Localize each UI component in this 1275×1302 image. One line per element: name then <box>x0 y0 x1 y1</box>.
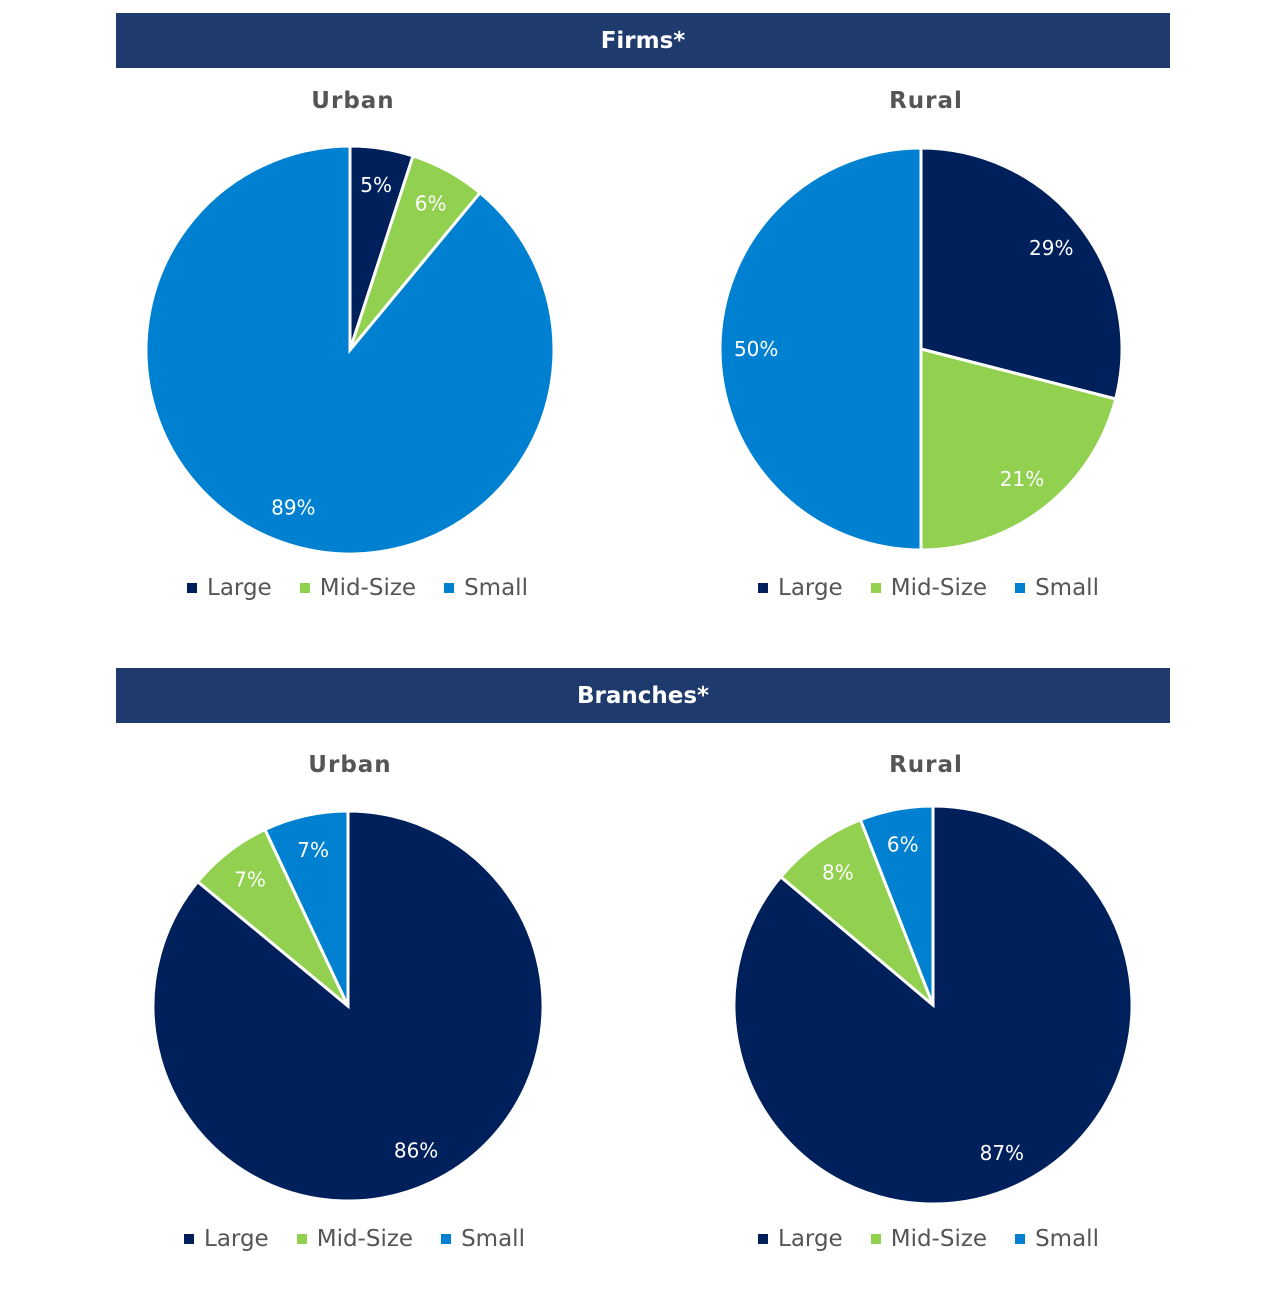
legend-swatch <box>187 583 197 593</box>
pie-slice-large <box>732 804 1134 1206</box>
legend: Large Mid-Size Small <box>184 1226 525 1252</box>
legend: Large Mid-Size Small <box>187 575 528 601</box>
pie-slice-small <box>262 809 350 1007</box>
data-label: 8% <box>822 860 854 884</box>
legend: Large Mid-Size Small <box>758 575 1099 601</box>
legend-label: Small <box>1035 1226 1099 1252</box>
chart-title: Rural <box>889 88 963 114</box>
legend-swatch <box>758 583 768 593</box>
legend-swatch <box>758 1234 768 1244</box>
legend-swatch <box>296 1234 307 1244</box>
legend-item: Small <box>1015 575 1099 601</box>
legend-swatch <box>184 1234 194 1244</box>
data-label: 7% <box>234 868 266 892</box>
legend-item: Small <box>441 1226 525 1252</box>
legend-swatch <box>870 1234 881 1244</box>
firms-header: Firms* <box>116 13 1170 68</box>
data-label: 29% <box>1029 236 1073 260</box>
chart-title: Urban <box>308 752 392 778</box>
legend-label: Mid-Size <box>890 575 988 601</box>
legend-item: Large <box>758 1226 843 1252</box>
legend-swatch <box>1015 583 1026 593</box>
data-label: 87% <box>980 1141 1024 1165</box>
legend-item: Large <box>758 575 843 601</box>
legend-label: Large <box>778 1226 843 1252</box>
legend-label: Large <box>778 575 843 601</box>
legend-item: Large <box>187 575 272 601</box>
pie-slice-small <box>144 144 556 556</box>
legend-label: Mid-Size <box>890 1226 988 1252</box>
legend-swatch <box>441 1234 452 1244</box>
data-label: 7% <box>297 838 329 862</box>
legend-swatch <box>299 583 310 593</box>
legend-swatch <box>1015 1234 1026 1244</box>
pie-slice-small <box>858 804 935 1006</box>
chart-title: Rural <box>889 752 963 778</box>
pie-slice-large <box>919 146 1124 401</box>
data-label: 89% <box>271 495 315 519</box>
legend-label: Mid-Size <box>316 1226 414 1252</box>
legend-swatch <box>444 583 455 593</box>
legend-item: Mid-Size <box>870 575 988 601</box>
legend-label: Large <box>204 1226 269 1252</box>
data-label: 5% <box>360 173 392 197</box>
data-label: 50% <box>734 337 778 361</box>
legend-item: Mid-Size <box>870 1226 988 1252</box>
legend-swatch <box>870 583 881 593</box>
data-label: 6% <box>415 191 447 215</box>
pie-slice-mid-size <box>919 347 1118 552</box>
chart-title: Urban <box>311 88 395 114</box>
pie-slice-small <box>718 146 923 552</box>
legend-label: Small <box>464 575 528 601</box>
data-label: 86% <box>394 1139 438 1163</box>
data-label: 6% <box>887 833 919 857</box>
legend-item: Mid-Size <box>296 1226 414 1252</box>
legend: Large Mid-Size Small <box>758 1226 1099 1252</box>
legend-label: Small <box>1035 575 1099 601</box>
data-label: 21% <box>1000 467 1044 491</box>
legend-label: Mid-Size <box>319 575 417 601</box>
branches-header: Branches* <box>116 668 1170 723</box>
legend-item: Small <box>444 575 528 601</box>
legend-label: Large <box>207 575 272 601</box>
legend-label: Small <box>461 1226 525 1252</box>
legend-item: Large <box>184 1226 269 1252</box>
pie-slice-mid-size <box>778 817 935 1007</box>
legend-item: Small <box>1015 1226 1099 1252</box>
legend-item: Mid-Size <box>299 575 417 601</box>
